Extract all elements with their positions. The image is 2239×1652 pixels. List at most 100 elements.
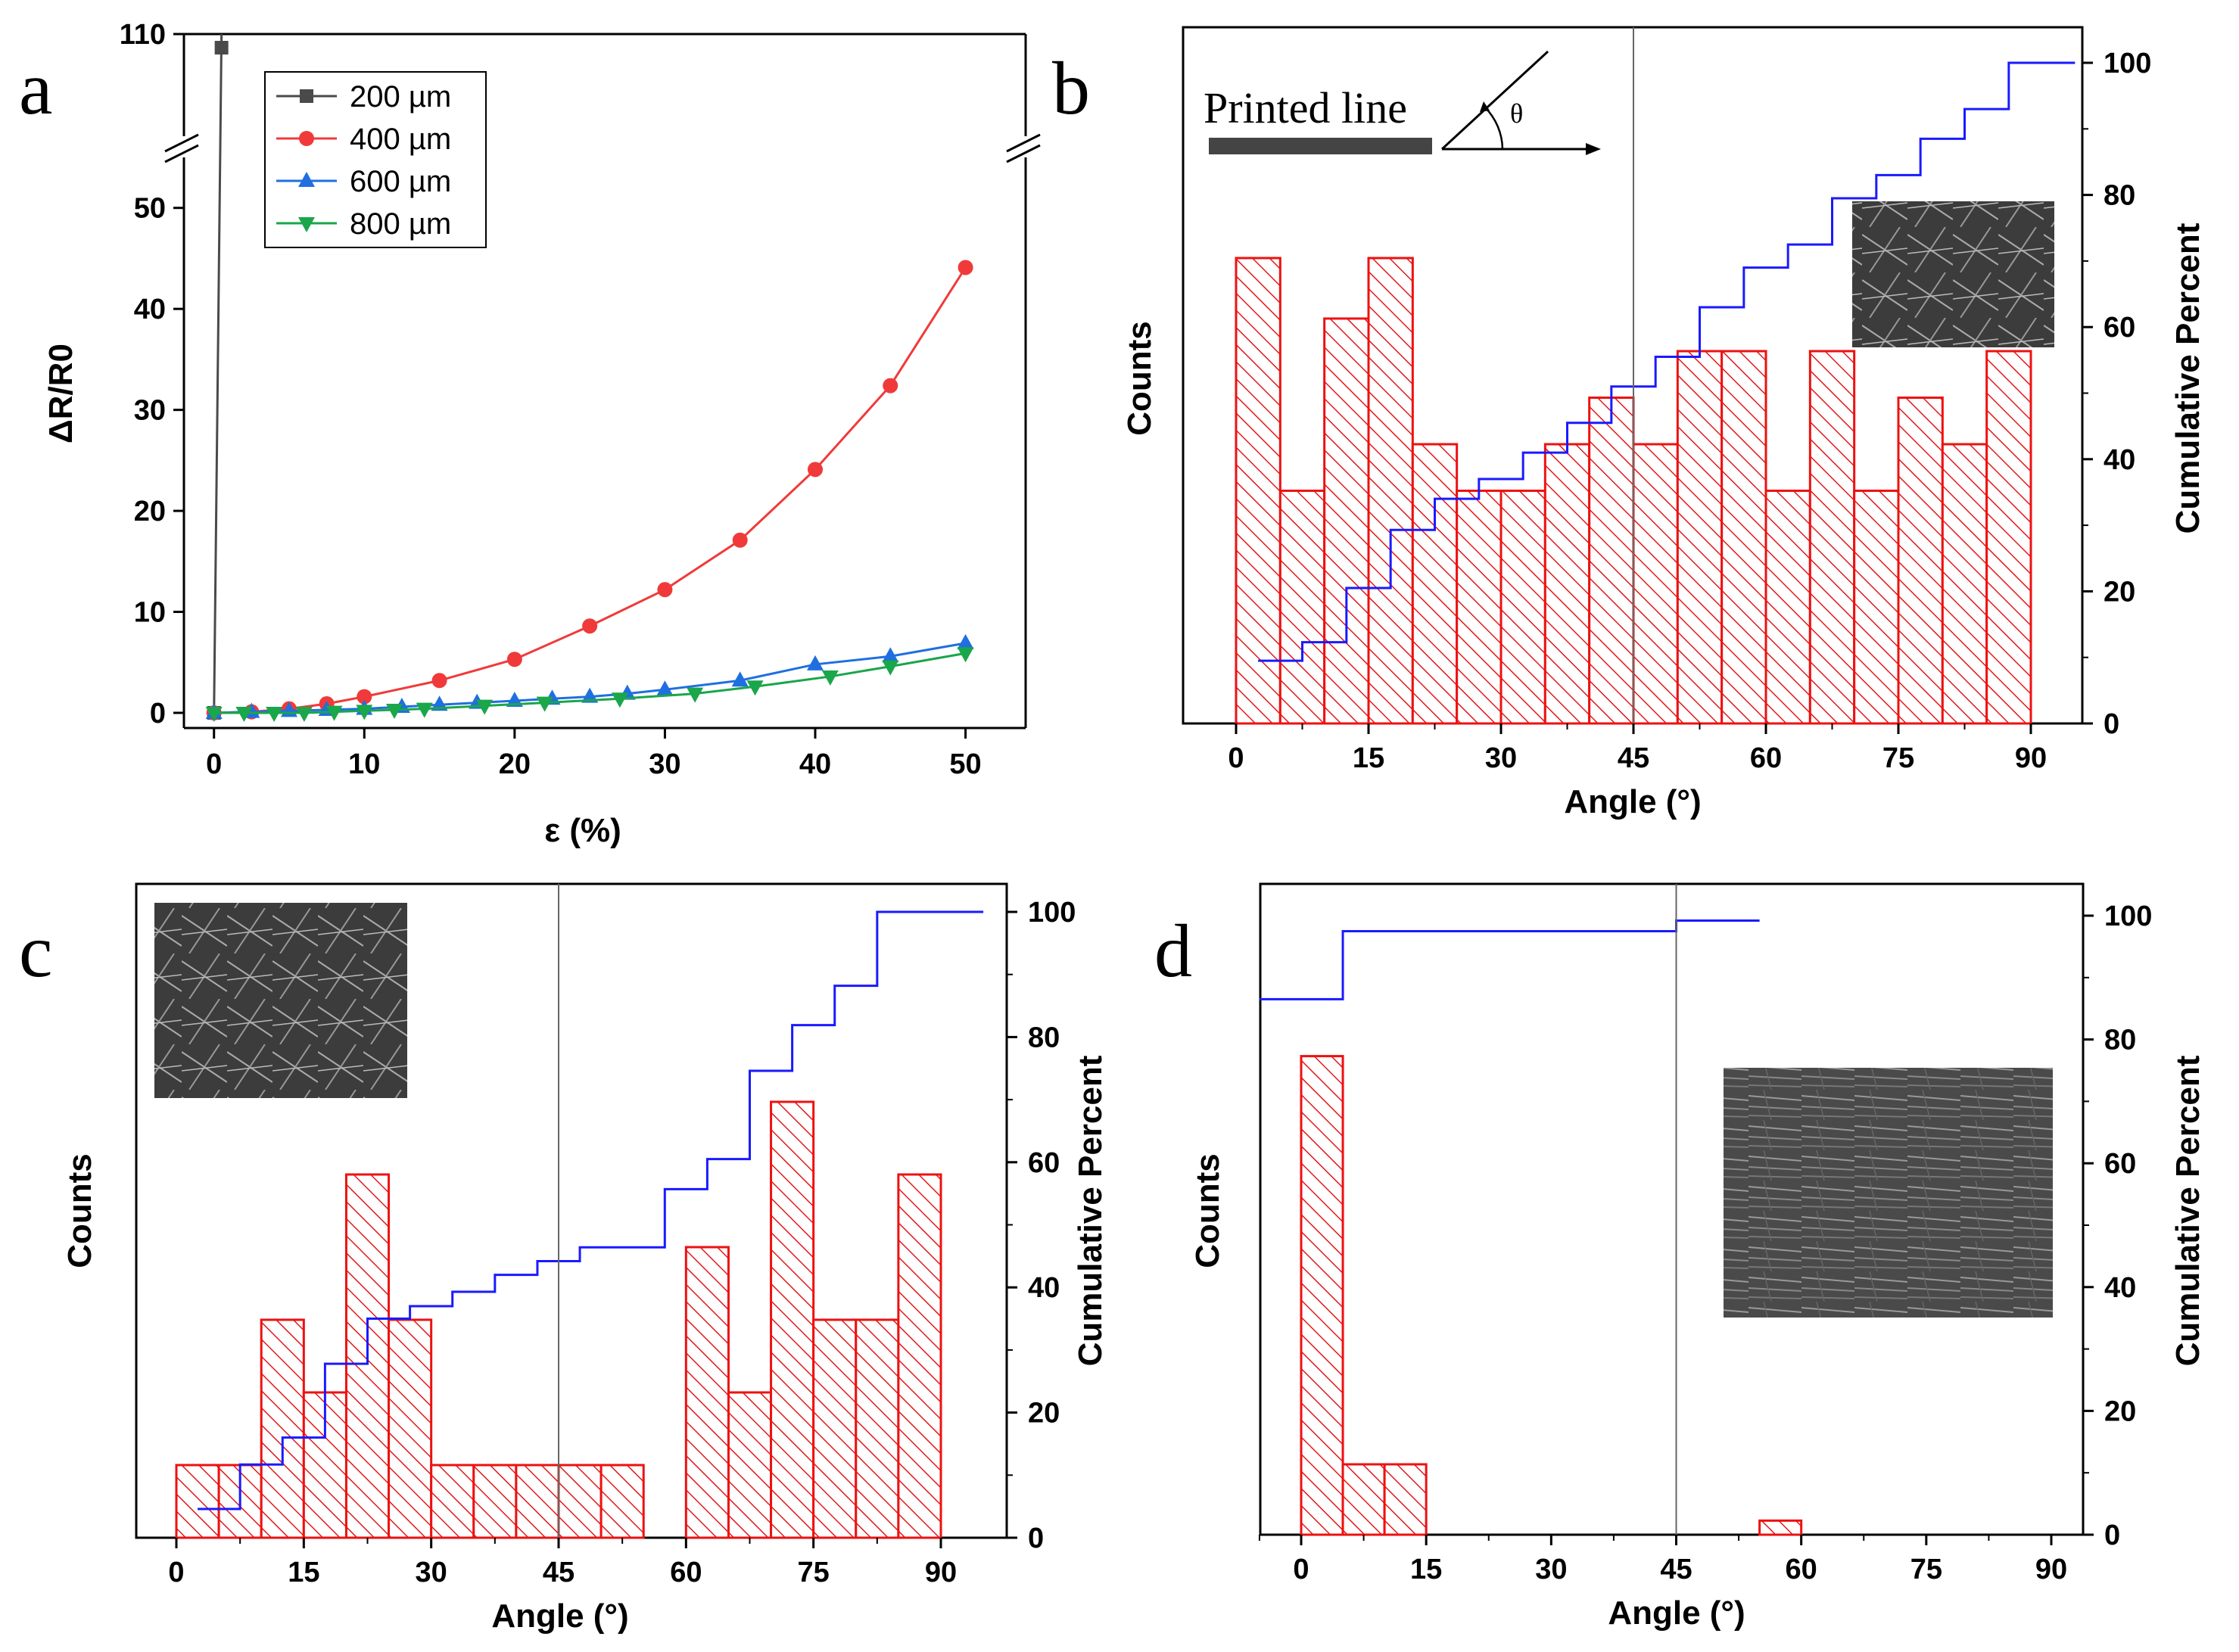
x-tick-label: 60 [1786, 1554, 1817, 1585]
histogram-bar [1808, 350, 1856, 725]
x-tick-label: 45 [543, 1557, 575, 1588]
histogram-bar [515, 1464, 560, 1539]
data-point [300, 89, 313, 103]
x-axis-label: Angle (°) [1564, 783, 1701, 820]
series-line [213, 652, 966, 714]
histogram-bar [1235, 257, 1281, 725]
x-tick-label: 0 [1293, 1554, 1309, 1585]
histogram-bar [260, 1318, 305, 1539]
x-tick-label: 0 [168, 1557, 184, 1588]
y-axis-label: Counts [1189, 1153, 1226, 1268]
x-axis-label: ε (%) [544, 812, 621, 849]
x-tick-label: 30 [416, 1557, 447, 1588]
histogram-bar [1941, 443, 1988, 725]
histogram-bar [1278, 490, 1326, 725]
histogram-bar [1758, 1519, 1803, 1536]
x-tick-label: 30 [1535, 1554, 1567, 1585]
data-point [357, 689, 372, 705]
histogram-bar [1341, 1463, 1386, 1536]
histogram-bar [727, 1391, 773, 1539]
series-line [213, 33, 223, 713]
x-tick-label: 75 [1910, 1554, 1942, 1585]
data-point [746, 680, 764, 696]
x-tick-label: 90 [2035, 1554, 2067, 1585]
y-tick-label: 30 [134, 395, 166, 427]
x-tick-label: 90 [925, 1557, 957, 1588]
x-axis-label: Angle (°) [1608, 1594, 1745, 1632]
legend-label: 400 µm [350, 123, 451, 156]
data-point [298, 217, 315, 232]
x-tick-label: 60 [1750, 742, 1782, 774]
y-axis-label: ΔR/R0 [42, 344, 79, 443]
sem-image-inset [1852, 201, 2054, 347]
y-tick-label: 0 [150, 698, 166, 730]
histogram-bar [557, 1464, 603, 1539]
legend-label: 600 µm [350, 165, 451, 198]
x-tick-label: 50 [949, 748, 981, 780]
y-axis-label: Counts [61, 1153, 98, 1268]
cumulative-line [1259, 919, 1760, 1000]
data-point [731, 671, 749, 687]
histogram-bar [1632, 443, 1679, 725]
y2-tick-label: 40 [2104, 444, 2135, 476]
histogram-bar [1456, 490, 1503, 725]
legend-label: 200 µm [350, 80, 451, 114]
histogram-bar [855, 1318, 900, 1539]
panel-a-label: a [19, 46, 52, 130]
data-point [581, 687, 599, 703]
histogram-bar [472, 1464, 518, 1539]
panel-b-label: b [1052, 46, 1090, 130]
arrow-head [1586, 143, 1601, 155]
histogram-bar [812, 1318, 858, 1539]
x-tick-label: 30 [1485, 742, 1517, 774]
y-tick-label: 50 [134, 193, 166, 225]
histogram-bar [1411, 443, 1459, 725]
y2-tick-label: 0 [2104, 708, 2119, 740]
y-tick-label: 110 [120, 19, 166, 51]
x-tick-label: 45 [1660, 1554, 1692, 1585]
data-point [536, 696, 553, 712]
data-point [266, 706, 283, 722]
data-point [656, 680, 674, 696]
histogram-bar [1300, 1055, 1344, 1536]
series-800µm [205, 647, 974, 722]
data-point [205, 706, 223, 722]
legend: 200 µm 400 µm 600 µm 800 µm [264, 71, 487, 248]
panel-a: a 0 10 20 30 40 50 0 10 20 30 40 50 110 200 µm 400 µm… [19, 19, 1041, 849]
histogram-bar [1383, 1463, 1428, 1536]
x-axis-label: Angle (°) [491, 1598, 628, 1635]
data-point [299, 131, 314, 146]
histogram-bar [430, 1464, 475, 1539]
cumulative-line [1258, 61, 2076, 662]
y2-tick-label: 100 [1028, 897, 1076, 929]
theta-symbol: θ [1510, 98, 1523, 129]
series-200µm [207, 33, 229, 720]
data-point [883, 378, 898, 394]
panel-d: d 0 15 30 45 60 75 90 0 20 40 60 80 100 Angle (°) Coun… [1154, 882, 2206, 1632]
panel-c-label: c [19, 909, 52, 993]
histogram-bar [1676, 350, 1724, 725]
histogram-bar [599, 1464, 645, 1539]
sem-image-inset [1724, 1068, 2053, 1318]
data-point [431, 673, 447, 689]
data-point [416, 702, 433, 718]
y2-tick-label: 60 [2104, 312, 2135, 344]
histogram-bar [1323, 317, 1370, 725]
data-point [386, 703, 403, 719]
histogram-bar [770, 1100, 815, 1539]
data-point [957, 633, 974, 649]
angle-ray [1440, 50, 1549, 151]
series-line [213, 266, 967, 714]
legend-label: 800 µm [350, 207, 451, 241]
y2-tick-label: 60 [2104, 1148, 2136, 1180]
data-point [882, 647, 899, 663]
histogram-bar [1721, 350, 1767, 725]
y2-tick-label: 80 [2104, 180, 2135, 212]
data-point [808, 462, 823, 478]
y2-axis-label: Cumulative Percent [2169, 222, 2206, 534]
y2-tick-label: 20 [1028, 1398, 1060, 1430]
data-point [958, 260, 973, 275]
data-point [214, 41, 229, 54]
histogram-bar [1897, 397, 1944, 725]
histogram-bar [388, 1318, 433, 1539]
